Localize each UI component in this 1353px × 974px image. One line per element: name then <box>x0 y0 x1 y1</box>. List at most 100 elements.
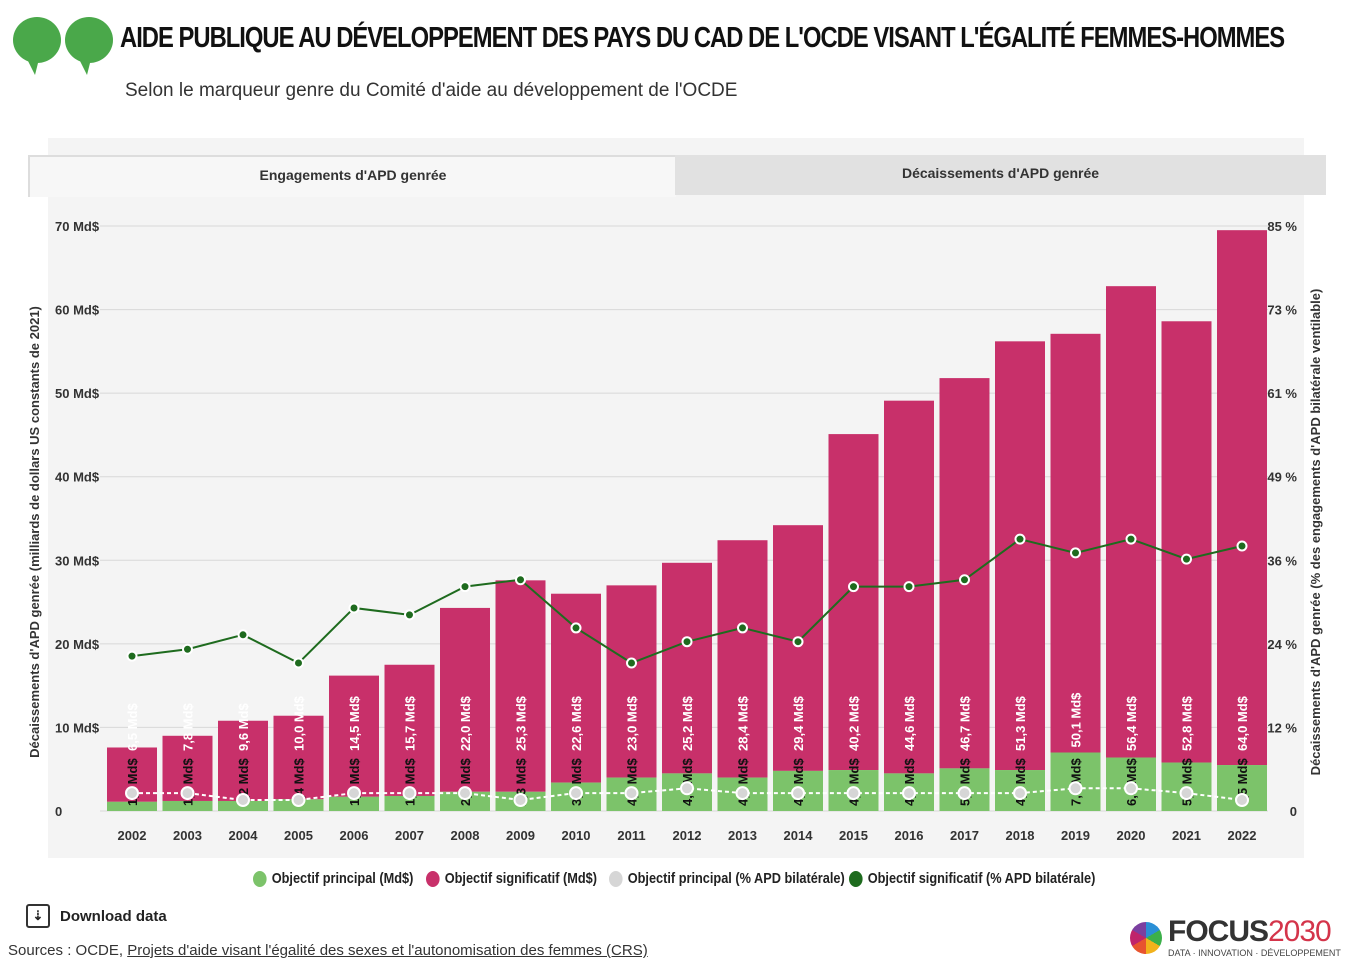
y-tick-label: 0 <box>55 804 62 819</box>
bar-label-significant: 64,0 Md$ <box>1235 695 1250 751</box>
logo-text: FOCUS <box>1168 915 1269 948</box>
x-tick-label: 2020 <box>1117 828 1146 843</box>
line-point <box>737 622 748 634</box>
download-data-button[interactable]: ⇣ Download data <box>26 904 167 928</box>
x-tick-label: 2009 <box>506 828 535 843</box>
y2-tick-label: 49 % <box>1267 470 1297 485</box>
bar-label-significant: 15,7 Md$ <box>403 695 418 751</box>
bar-label-significant: 10,0 Md$ <box>292 695 307 751</box>
legend-label: Objectif principal (Md$) <box>271 870 414 887</box>
logo-tagline: DATA · INNOVATION · DÉVELOPPEMENT <box>1168 948 1341 958</box>
line-point <box>1235 792 1249 807</box>
bar-principal <box>107 801 157 811</box>
x-tick-label: 2005 <box>284 828 313 843</box>
bar-significant <box>939 378 990 769</box>
line-point <box>959 574 970 586</box>
bar-significant <box>995 341 1045 771</box>
bar-principal <box>162 800 213 811</box>
y-axis-label: Décaissements d'APD genrée (milliards de… <box>27 306 42 758</box>
line-point <box>513 792 528 807</box>
x-tick-label: 2007 <box>395 828 424 843</box>
bar-label-significant: 25,3 Md$ <box>514 695 529 751</box>
bar-significant <box>773 525 823 771</box>
legend-significant-pct[interactable]: Objectif significatif (% APD bilatérale) <box>849 870 1095 887</box>
line-point <box>791 786 805 801</box>
y2-tick-label: 36 % <box>1267 553 1297 568</box>
line-point <box>1068 781 1083 796</box>
line-point <box>236 792 250 807</box>
download-icon: ⇣ <box>26 904 50 928</box>
x-tick-label: 2021 <box>1172 828 1201 843</box>
line-point <box>459 581 471 593</box>
bar-significant <box>495 580 546 792</box>
bar-significant <box>384 664 435 796</box>
bar-label-significant: 51,3 Md$ <box>1013 695 1028 751</box>
bar-label-significant: 22,0 Md$ <box>458 695 473 751</box>
legend-label: Objectif significatif (Md$) <box>444 870 598 887</box>
line-point <box>735 786 750 801</box>
line-point <box>125 786 139 801</box>
y-tick-label: 40 Md$ <box>55 470 100 485</box>
line-point <box>182 643 193 655</box>
line-point <box>569 786 583 801</box>
line-point <box>570 622 582 634</box>
sources: Sources : OCDE, Projets d'aide visant l'… <box>8 942 648 959</box>
sources-link[interactable]: Projets d'aide visant l'égalité des sexe… <box>127 942 648 959</box>
bar-significant <box>440 607 490 792</box>
y-tick-label: 30 Md$ <box>55 553 100 568</box>
bar-significant <box>1217 230 1267 766</box>
tab-decaissements[interactable]: Décaissements d'APD genrée <box>675 155 1326 195</box>
y2-tick-label: 24 % <box>1267 637 1297 652</box>
bar-label-significant: 9,6 Md$ <box>236 703 251 751</box>
bar-label-significant: 7,8 Md$ <box>181 703 196 751</box>
x-tick-label: 2008 <box>451 828 480 843</box>
x-tick-label: 2012 <box>673 828 702 843</box>
x-tick-label: 2003 <box>173 828 202 843</box>
x-tick-label: 2006 <box>340 828 369 843</box>
x-tick-label: 2017 <box>950 828 979 843</box>
legend-label: Objectif principal (% APD bilatérale) <box>627 870 845 887</box>
y-tick-label: 60 Md$ <box>55 303 100 318</box>
legend-principal-pct[interactable]: Objectif principal (% APD bilatérale) <box>609 870 845 887</box>
legend-principal[interactable]: Objectif principal (Md$) <box>253 870 413 887</box>
line-point <box>458 786 472 801</box>
x-tick-label: 2010 <box>562 828 591 843</box>
x-tick-label: 2011 <box>617 828 645 843</box>
bar-principal <box>329 796 379 811</box>
line-point <box>347 786 361 801</box>
line-point <box>626 657 637 669</box>
logo-wheel-icon <box>1130 921 1162 954</box>
line-point <box>293 657 304 669</box>
bar-significant <box>606 585 657 778</box>
bar-significant <box>1050 333 1101 753</box>
line-point <box>126 650 138 662</box>
x-tick-label: 2016 <box>895 828 924 843</box>
y2-tick-label: 73 % <box>1267 303 1297 318</box>
line-point <box>681 636 693 648</box>
bar-label-significant: 14,5 Md$ <box>347 695 362 751</box>
x-tick-label: 2013 <box>728 828 757 843</box>
bar-label-significant: 44,6 Md$ <box>902 695 917 751</box>
focus2030-logo: FOCUS2030 DATA · INNOVATION · DÉVELOPPEME… <box>1130 916 1341 959</box>
bar-label-significant: 28,4 Md$ <box>736 695 751 751</box>
line-point <box>1013 786 1027 801</box>
legend-dot <box>426 870 440 887</box>
line-point <box>1125 533 1137 545</box>
legend-dot <box>253 870 267 887</box>
line-point <box>1124 781 1138 796</box>
x-tick-label: 2018 <box>1006 828 1035 843</box>
bar-label-significant: 25,2 Md$ <box>680 695 695 751</box>
bar-label-significant: 40,2 Md$ <box>847 695 862 751</box>
legend-significant[interactable]: Objectif significatif (Md$) <box>426 870 597 887</box>
tab-engagements[interactable]: Engagements d'APD genrée <box>28 155 676 197</box>
legend-label: Objectif significatif (% APD bilatérale) <box>867 870 1096 887</box>
line-point <box>1181 553 1192 565</box>
line-point <box>1236 540 1248 552</box>
page-title: AIDE PUBLIQUE AU DÉVELOPPEMENT DES PAYS … <box>120 22 1285 54</box>
line-point <box>957 786 972 801</box>
legend-dot <box>609 870 623 887</box>
line-point <box>680 781 694 796</box>
y-tick-label: 70 Md$ <box>55 219 100 234</box>
line-point <box>846 786 861 801</box>
